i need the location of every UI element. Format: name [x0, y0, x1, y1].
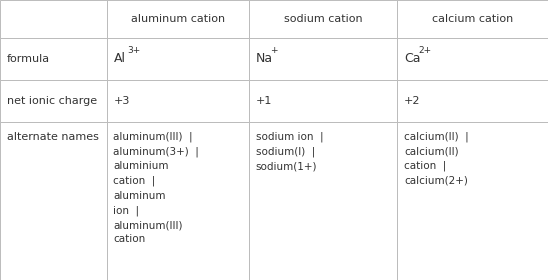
- Bar: [249, 38, 397, 80]
- Bar: [249, 0, 397, 38]
- Text: sodium ion  |
sodium(I)  |
sodium(1+): sodium ion | sodium(I) | sodium(1+): [256, 132, 323, 171]
- Bar: [0, 80, 107, 122]
- Text: formula: formula: [7, 54, 50, 64]
- Text: +3: +3: [113, 96, 130, 106]
- Bar: [107, 0, 249, 38]
- Text: +2: +2: [404, 96, 420, 106]
- Bar: [0, 122, 107, 280]
- Bar: [397, 122, 548, 280]
- Text: aluminum(III)  |
aluminum(3+)  |
aluminium
cation  |
aluminum
ion  |
aluminum(II: aluminum(III) | aluminum(3+) | aluminium…: [113, 132, 199, 244]
- Bar: [107, 122, 249, 280]
- Bar: [249, 122, 397, 280]
- Text: sodium cation: sodium cation: [284, 14, 363, 24]
- Text: 2+: 2+: [418, 46, 431, 55]
- Bar: [397, 38, 548, 80]
- Bar: [249, 80, 397, 122]
- Text: calcium(II)  |
calcium(II)
cation  |
calcium(2+): calcium(II) | calcium(II) cation | calci…: [404, 132, 469, 186]
- Text: +: +: [270, 46, 278, 55]
- Text: Al: Al: [113, 52, 125, 65]
- Bar: [397, 0, 548, 38]
- Text: 3+: 3+: [128, 46, 141, 55]
- Text: aluminum cation: aluminum cation: [131, 14, 225, 24]
- Bar: [397, 80, 548, 122]
- Text: Ca: Ca: [404, 52, 420, 65]
- Text: +1: +1: [256, 96, 272, 106]
- Bar: [0, 0, 107, 38]
- Bar: [107, 80, 249, 122]
- Text: net ionic charge: net ionic charge: [7, 96, 96, 106]
- Text: calcium cation: calcium cation: [432, 14, 513, 24]
- Text: Na: Na: [256, 52, 273, 65]
- Bar: [107, 38, 249, 80]
- Bar: [0, 38, 107, 80]
- Text: alternate names: alternate names: [7, 132, 99, 142]
